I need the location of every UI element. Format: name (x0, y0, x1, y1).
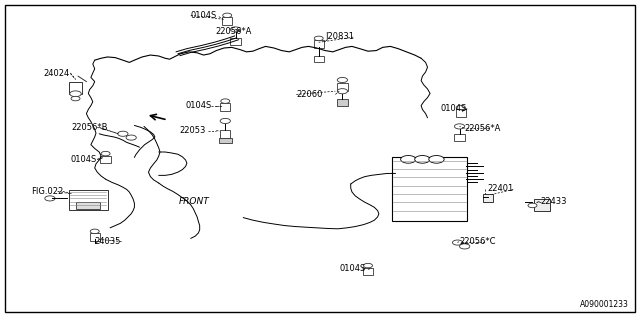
Bar (100, 156, 111, 163)
Circle shape (126, 135, 136, 140)
Circle shape (230, 27, 241, 32)
Bar (230, 38, 241, 45)
Text: FRONT: FRONT (179, 197, 210, 206)
Bar (69, 190, 108, 210)
Bar (534, 199, 550, 211)
Circle shape (118, 131, 128, 136)
Circle shape (223, 13, 232, 18)
Bar (220, 130, 230, 138)
Bar (454, 134, 465, 141)
Bar (363, 268, 373, 275)
Circle shape (401, 156, 416, 163)
Circle shape (460, 244, 470, 249)
Bar (220, 103, 230, 111)
Bar (392, 157, 467, 221)
Circle shape (70, 91, 81, 97)
Bar (314, 40, 324, 48)
Bar (337, 99, 348, 106)
Text: 0104S: 0104S (339, 264, 365, 273)
Bar (222, 17, 232, 25)
Circle shape (220, 118, 230, 124)
Text: 22053: 22053 (180, 126, 206, 135)
Circle shape (90, 229, 99, 234)
Text: 0104S: 0104S (191, 11, 217, 20)
Circle shape (71, 96, 80, 101)
Bar (90, 233, 100, 241)
Text: 22056*B: 22056*B (72, 123, 108, 132)
Circle shape (337, 77, 348, 83)
Circle shape (364, 263, 372, 268)
Text: 22056*C: 22056*C (460, 237, 496, 246)
Circle shape (452, 240, 463, 245)
Text: 0104S: 0104S (70, 155, 97, 164)
Text: 22401: 22401 (488, 184, 514, 193)
Text: J20831: J20831 (325, 32, 354, 41)
Bar (456, 109, 466, 117)
Text: A090001233: A090001233 (580, 300, 628, 309)
Circle shape (45, 196, 55, 201)
Text: 22056*A: 22056*A (465, 124, 501, 132)
Text: 24024: 24024 (44, 69, 70, 78)
Text: 22056*A: 22056*A (215, 27, 252, 36)
Text: 22060: 22060 (296, 90, 323, 99)
Bar (76, 202, 100, 209)
Circle shape (415, 156, 430, 163)
Text: FIG.022: FIG.022 (31, 187, 63, 196)
Bar (314, 56, 324, 62)
Circle shape (528, 203, 537, 208)
Text: 22433: 22433 (541, 197, 567, 206)
Bar (337, 83, 348, 91)
Bar (219, 138, 232, 143)
Bar (69, 82, 82, 94)
Text: 0104S: 0104S (186, 101, 212, 110)
Circle shape (337, 89, 348, 94)
Text: 0104S: 0104S (440, 104, 467, 113)
Circle shape (101, 151, 110, 156)
Circle shape (429, 156, 444, 163)
Circle shape (454, 124, 465, 129)
Circle shape (456, 105, 465, 110)
Text: 24035: 24035 (95, 237, 121, 246)
Circle shape (221, 99, 230, 103)
Circle shape (314, 36, 323, 41)
Bar (483, 194, 493, 202)
